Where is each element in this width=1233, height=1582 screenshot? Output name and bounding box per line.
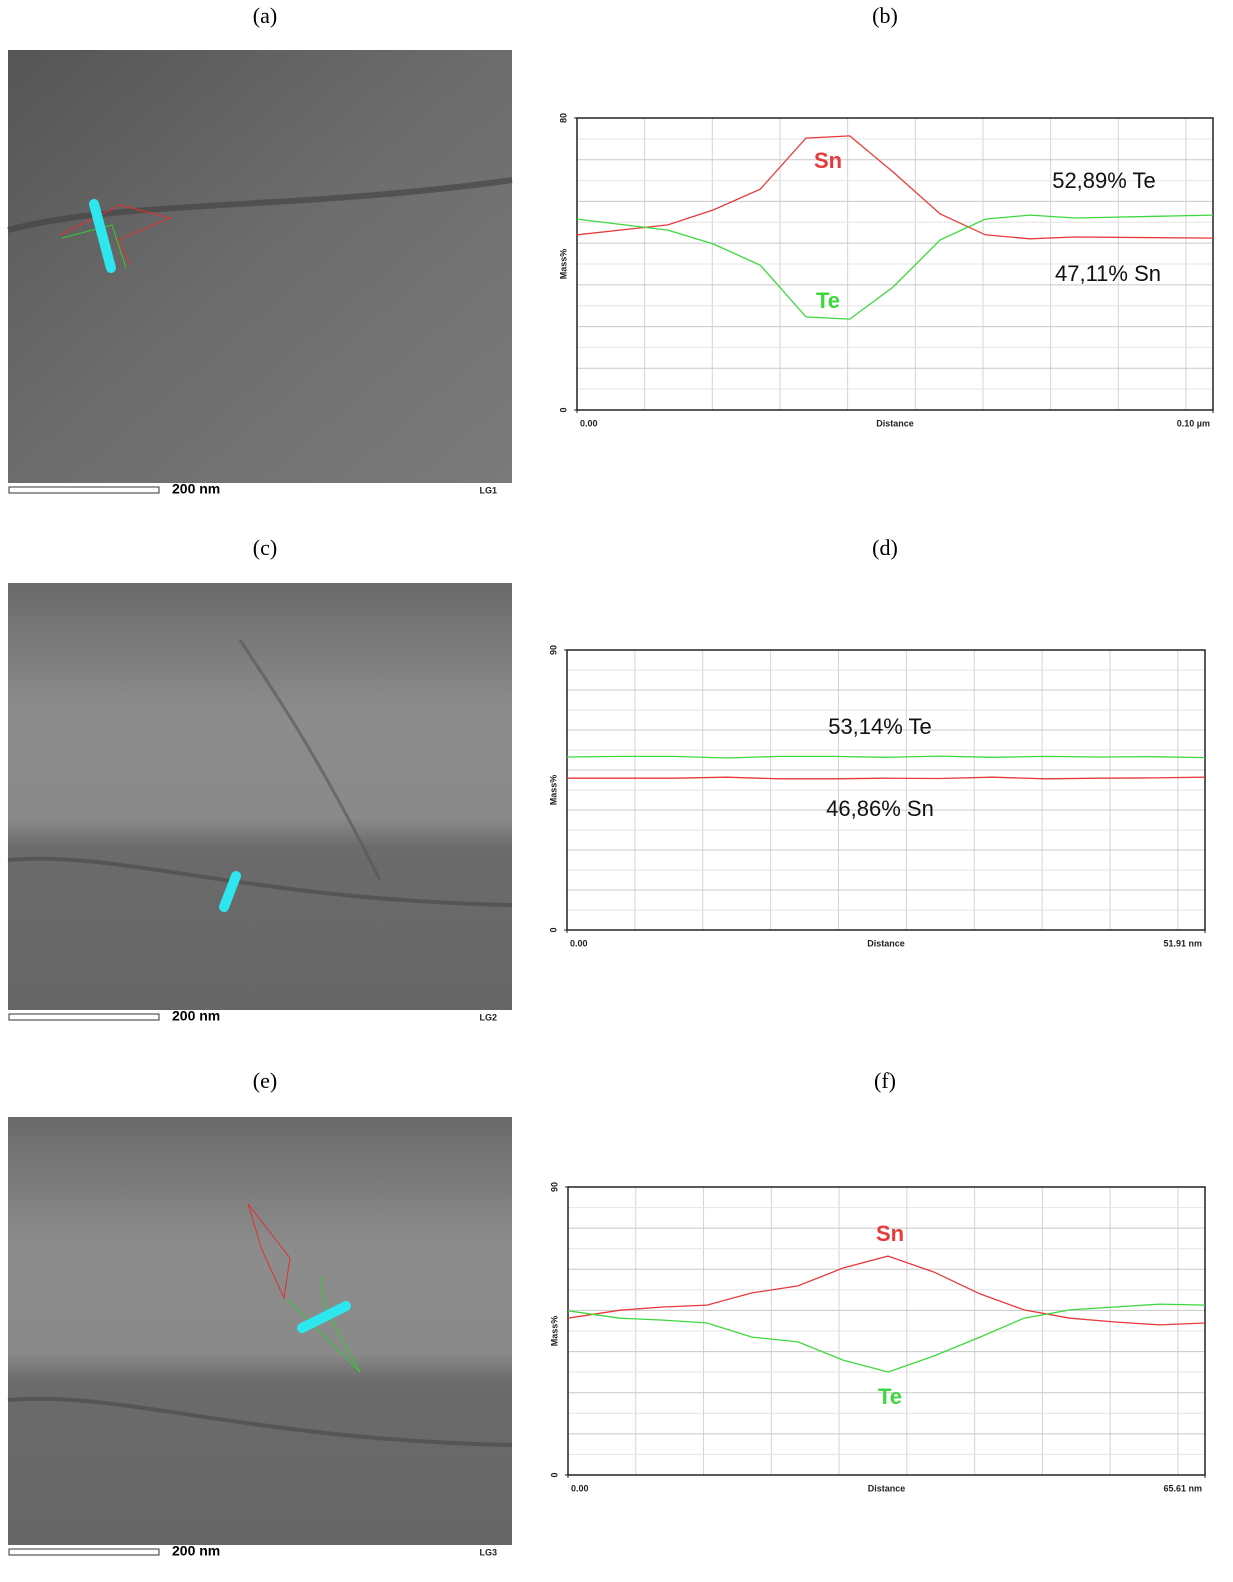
y-tick-label: 80 [558, 113, 568, 123]
series-name: Te [816, 288, 840, 313]
series-name: Sn [814, 148, 842, 173]
micrograph [7, 1117, 513, 1545]
y-axis-label: Mass% [549, 1316, 559, 1347]
x-tick-label: 0.00 [580, 418, 598, 428]
y-tick-label: 0 [549, 1472, 559, 1477]
annotation: 46,86% Sn [826, 796, 934, 821]
series-name: Te [878, 1384, 902, 1409]
x-tick-label: 0.10 µm [1177, 418, 1210, 428]
annotation: 52,89% Te [1052, 168, 1156, 193]
x-tick-label: 0.00 [571, 1483, 589, 1493]
panel-label: (c) [253, 535, 277, 560]
panel-label: (d) [872, 535, 898, 560]
y-tick-label: 0 [558, 407, 568, 412]
scale-bar [8, 486, 160, 494]
scale-bar [8, 1013, 160, 1021]
plot-frame [567, 1186, 1206, 1476]
panel-label: (a) [253, 3, 277, 28]
panel-label: (f) [874, 1068, 896, 1093]
series-line [576, 135, 1214, 240]
micrograph [7, 50, 513, 483]
y-axis-label: Mass% [558, 249, 568, 280]
panel-label: (b) [872, 3, 898, 28]
series-line [566, 755, 1206, 759]
scale-label: 200 nm [172, 1543, 220, 1559]
plot-frame [566, 649, 1206, 931]
panel-label: (e) [253, 1068, 277, 1093]
series-line [567, 1255, 1206, 1326]
series-line [567, 776, 1206, 780]
scale-bar [8, 1548, 160, 1556]
x-tick-label: 0.00 [570, 938, 588, 948]
series-name: Sn [876, 1221, 904, 1246]
x-tick-label: 51.91 nm [1163, 938, 1202, 948]
x-tick-label: 65.61 nm [1163, 1483, 1202, 1493]
x-axis-label: Distance [868, 1483, 906, 1493]
scale-label: 200 nm [172, 481, 220, 497]
annotation: 47,11% Sn [1055, 261, 1161, 286]
y-tick-label: 0 [548, 927, 558, 932]
y-tick-label: 90 [549, 1182, 559, 1192]
series-line [567, 1303, 1206, 1373]
plot-frame [576, 117, 1214, 411]
x-axis-label: Distance [867, 938, 905, 948]
series-line [576, 214, 1214, 320]
image-id: LG1 [479, 485, 497, 495]
micrograph [7, 583, 513, 1010]
image-id: LG2 [479, 1012, 497, 1022]
image-id: LG3 [479, 1547, 497, 1557]
x-axis-label: Distance [876, 418, 914, 428]
annotation: 53,14% Te [828, 714, 932, 739]
y-axis-label: Mass% [548, 775, 558, 806]
y-tick-label: 90 [548, 645, 558, 655]
scale-label: 200 nm [172, 1008, 220, 1024]
